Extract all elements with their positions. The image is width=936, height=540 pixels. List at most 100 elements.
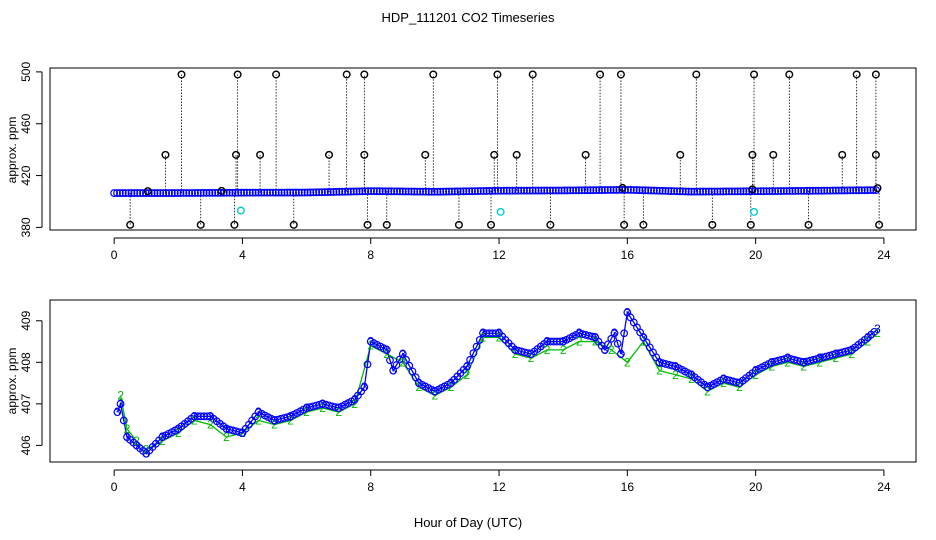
series-3-label: 3	[271, 413, 278, 427]
cyan-point	[750, 207, 759, 216]
bottom-y-axis-label: approx. ppm	[5, 348, 19, 415]
top-x-tick-label: 16	[621, 248, 635, 262]
series-2-line	[119, 332, 878, 451]
baseline-point	[182, 189, 191, 197]
series-2-label: 2	[464, 368, 471, 382]
baseline-point	[228, 188, 237, 197]
baseline-point	[257, 188, 266, 197]
baseline-point	[609, 186, 618, 194]
series-2-label: 2	[768, 359, 775, 373]
series-3-label: 3	[544, 335, 551, 349]
baseline-point	[727, 187, 736, 196]
series-2-label: 2	[159, 434, 166, 448]
series-3-point	[620, 329, 629, 338]
baseline-point	[664, 187, 673, 195]
series-3-label: 3	[319, 397, 326, 411]
outlier-low-point	[487, 220, 496, 229]
baseline-point	[704, 187, 713, 196]
baseline-point	[292, 188, 300, 197]
baseline-point	[136, 189, 145, 197]
series-2-label: 2	[832, 351, 839, 365]
series-2-label: 2	[592, 335, 599, 349]
baseline-point	[543, 186, 552, 195]
baseline-point	[681, 187, 690, 196]
baseline-point	[289, 188, 298, 197]
series-3-point	[472, 342, 481, 351]
series-3-label: 3	[736, 376, 743, 390]
series-3-point	[408, 367, 417, 376]
top-x-tick-label: 12	[492, 248, 506, 262]
series-3-label: 3	[114, 405, 121, 419]
baseline-point	[185, 189, 194, 197]
outlier-mid-point	[421, 150, 430, 159]
bottom-x-tick-label: 12	[492, 480, 506, 494]
baseline-point	[338, 187, 347, 196]
baseline-point	[326, 188, 335, 196]
baseline-point	[655, 186, 664, 195]
series-3-label: 3	[592, 330, 599, 344]
baseline-point	[465, 187, 474, 196]
baseline-point	[482, 187, 491, 195]
baseline-black-point	[217, 186, 226, 195]
baseline-point	[367, 187, 375, 196]
outlier-mid-point	[490, 150, 499, 159]
baseline-point	[491, 186, 500, 195]
series-3-label: 3	[624, 305, 631, 319]
series-3-label: 3	[576, 326, 583, 340]
series-3-label: 3	[720, 372, 727, 386]
series-3-label: 3	[602, 343, 609, 357]
baseline-point	[560, 186, 569, 195]
series-2-label: 2	[849, 347, 856, 361]
outlier-low-point	[126, 220, 135, 229]
top-x-tick-label: 8	[367, 248, 374, 262]
outlier-low-point	[875, 220, 884, 229]
baseline-point	[248, 188, 257, 197]
series-3-label: 3	[849, 343, 856, 357]
baseline-point	[499, 186, 508, 195]
series-3-label: 3	[874, 322, 881, 336]
bottom-y-tick-label: 407	[19, 394, 33, 414]
series-3-label: 3	[124, 430, 131, 444]
baseline-point	[456, 187, 465, 196]
outlier-mid-point	[161, 150, 170, 159]
baseline-point	[829, 186, 837, 195]
baseline-point	[531, 186, 540, 195]
baseline-point	[294, 188, 303, 197]
series-3-label: 3	[688, 368, 695, 382]
top-y-tick-label: 460	[19, 113, 33, 133]
baseline-point	[202, 188, 211, 197]
baseline-point	[632, 186, 641, 194]
baseline-point	[583, 186, 592, 195]
outlier-high-point	[177, 70, 186, 79]
series-2-label: 2	[704, 384, 711, 398]
baseline-point	[589, 186, 598, 195]
baseline-point	[306, 188, 315, 197]
baseline-point	[638, 186, 647, 195]
baseline-point	[266, 188, 274, 197]
cyan-point	[236, 206, 245, 215]
baseline-point	[494, 186, 502, 195]
baseline-point	[719, 187, 728, 196]
baseline-point	[869, 186, 878, 195]
baseline-point	[673, 187, 681, 196]
baseline-point	[116, 189, 124, 197]
baseline-point	[820, 186, 829, 195]
baseline-point	[580, 186, 589, 195]
series-2-label: 2	[223, 430, 230, 444]
series-3-label: 3	[800, 355, 807, 369]
series-2-label: 2	[124, 422, 131, 436]
series-3-point	[610, 329, 619, 338]
baseline-point	[696, 187, 705, 196]
outlier-high-point	[596, 70, 605, 79]
baseline-point	[153, 189, 162, 197]
baseline-point	[693, 187, 702, 196]
baseline-point	[808, 186, 817, 195]
baseline-point	[722, 187, 731, 196]
baseline-point	[823, 186, 832, 195]
outlier-mid-point	[769, 150, 778, 159]
top-x-tick-label: 0	[111, 248, 118, 262]
series-3-point	[411, 373, 420, 382]
series-2-label: 2	[608, 343, 615, 357]
baseline-point	[546, 186, 554, 195]
